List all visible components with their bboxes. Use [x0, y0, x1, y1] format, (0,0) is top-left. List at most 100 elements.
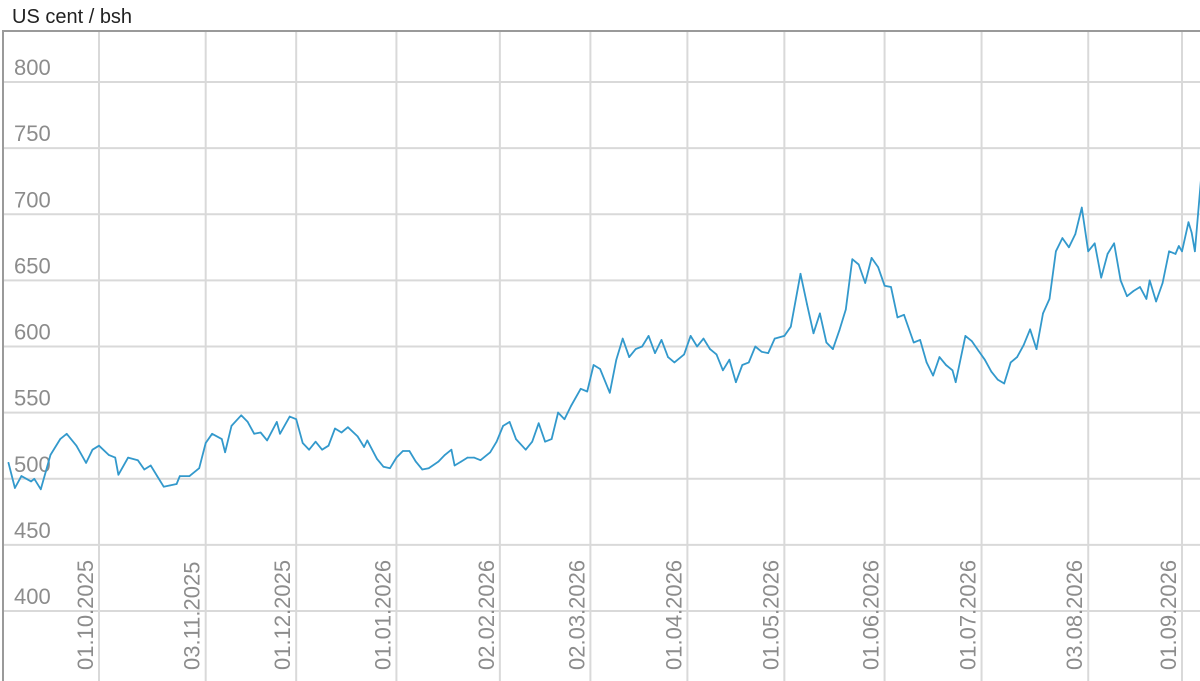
price-data-point	[437, 460, 440, 463]
price-data-point	[524, 448, 527, 451]
price-data-point	[75, 444, 78, 447]
price-data-point	[169, 484, 171, 487]
price-data-point	[1187, 221, 1190, 223]
price-data-point	[382, 466, 385, 468]
x-tick-label: 01.04.2026	[661, 560, 686, 670]
price-data-point	[495, 440, 498, 443]
price-data-point	[224, 451, 226, 454]
price-data-point	[1022, 344, 1025, 347]
price-data-point	[812, 332, 815, 335]
price-data-point	[819, 312, 821, 315]
price-data-point	[696, 345, 698, 348]
price-data-point	[444, 454, 446, 456]
price-data-point	[628, 356, 630, 358]
price-data-point	[799, 273, 802, 275]
price-data-point	[460, 460, 462, 463]
price-data-point	[1081, 206, 1083, 209]
price-data-point	[1093, 242, 1096, 245]
price-data-point	[673, 361, 676, 364]
price-data-point	[709, 348, 711, 350]
x-tick-label: 01.12.2025	[270, 560, 295, 670]
price-data-point	[964, 335, 967, 337]
price-data-point	[1174, 253, 1177, 255]
price-data-point	[1100, 276, 1102, 279]
price-data-point	[857, 263, 860, 266]
price-data-point	[1161, 282, 1164, 284]
price-data-point	[845, 308, 847, 311]
price-data-point	[864, 282, 866, 284]
series-layer	[7, 180, 1200, 491]
price-data-point	[870, 257, 873, 259]
price-data-point	[1119, 279, 1122, 282]
price-data-point	[1061, 237, 1064, 239]
price-data-point	[1178, 245, 1180, 247]
price-data-point	[65, 433, 68, 435]
price-data-point	[1194, 250, 1196, 253]
price-data-point	[748, 361, 750, 364]
price-data-point	[806, 303, 808, 306]
price-data-point	[544, 440, 546, 443]
grid-layer	[3, 31, 1200, 681]
price-data-point	[59, 438, 61, 440]
price-data-point	[832, 348, 834, 350]
price-data-point	[389, 467, 391, 470]
price-data-point	[1132, 290, 1135, 292]
price-data-point	[114, 456, 116, 459]
price-data-point	[408, 450, 411, 452]
price-data-point	[466, 456, 469, 459]
price-data-point	[1016, 356, 1018, 358]
price-data-point	[204, 442, 207, 444]
price-data-point	[550, 438, 553, 440]
price-data-point	[7, 462, 10, 464]
price-data-point	[162, 485, 165, 488]
price-data-point	[615, 358, 618, 361]
price-data-point	[1168, 250, 1170, 253]
price-data-point	[1181, 250, 1183, 253]
price-data-point	[1009, 361, 1012, 364]
x-tick-label: 03.08.2026	[1062, 560, 1087, 670]
x-tick-label: 01.10.2025	[73, 560, 98, 670]
price-data-point	[20, 475, 23, 477]
price-data-point	[754, 345, 757, 348]
price-data-point	[1139, 286, 1141, 288]
price-data-point	[107, 454, 110, 456]
x-tick-label: 01.07.2026	[956, 560, 981, 670]
price-data-point	[117, 474, 120, 476]
y-tick-label: 400	[14, 584, 51, 609]
price-data-point	[838, 329, 841, 332]
price-data-point	[634, 348, 637, 350]
price-data-point	[253, 433, 255, 435]
price-data-point	[722, 369, 724, 372]
price-data-point	[925, 361, 928, 364]
price-data-point	[288, 415, 291, 418]
price-data-point	[91, 448, 94, 451]
price-data-point	[376, 458, 378, 460]
price-data-point	[30, 480, 32, 483]
price-data-point	[363, 446, 365, 448]
price-data-point	[877, 266, 879, 268]
price-data-point	[427, 467, 430, 470]
price-data-point	[654, 352, 656, 354]
price-data-point	[366, 439, 369, 442]
axis-layer	[2, 30, 1200, 681]
price-data-point	[912, 341, 915, 344]
x-tick-label: 02.03.2026	[564, 560, 589, 670]
price-data-point	[1190, 232, 1193, 234]
price-data-point	[586, 390, 588, 393]
price-data-point	[402, 450, 404, 452]
price-data-point	[896, 316, 899, 319]
price-data-point	[314, 440, 317, 443]
price-data-point	[334, 427, 336, 430]
price-data-point	[415, 460, 417, 463]
price-data-point	[188, 475, 191, 477]
x-tick-labels: 01.10.2025 03.11.2025 01.12.2025 01.01.2026…	[73, 560, 1181, 670]
price-data-point	[85, 462, 87, 464]
price-data-point	[295, 418, 298, 421]
price-data-point	[33, 478, 36, 480]
price-data-point	[266, 439, 268, 442]
price-data-point	[735, 381, 737, 384]
price-data-point	[579, 388, 582, 390]
x-tick-label: 02.02.2026	[474, 560, 499, 670]
